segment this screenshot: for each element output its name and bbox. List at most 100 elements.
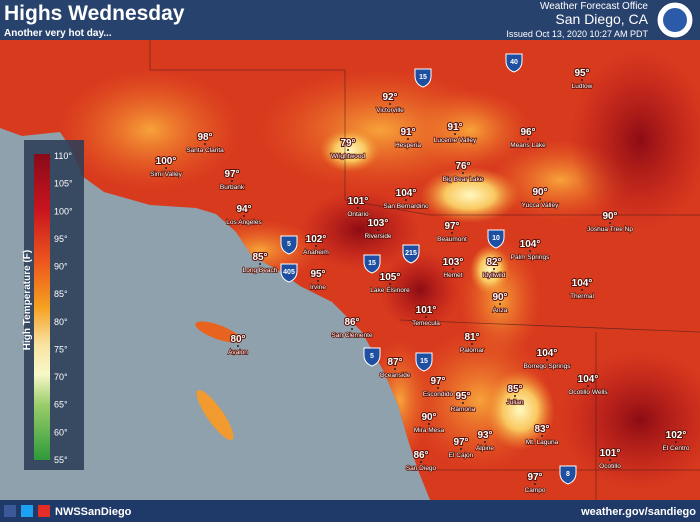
city-temperature: 98° (197, 132, 212, 143)
city-dot (462, 172, 464, 174)
city-dot (389, 103, 391, 105)
city-name: Lake Elsinore (370, 287, 410, 294)
city-name: Mira Mesa (414, 427, 445, 434)
city-dot (675, 441, 677, 443)
city-temperature: 101° (600, 448, 621, 459)
city-temperature: 104° (396, 188, 417, 199)
legend-label: 105° (54, 179, 73, 189)
city-dot (405, 199, 407, 201)
city-temperature: 87° (387, 357, 402, 368)
city-name: Idyllwild (483, 272, 506, 279)
youtube-icon[interactable] (38, 505, 50, 517)
city-dot (165, 167, 167, 169)
city-name: Escondido (423, 391, 454, 398)
city-name: Palm Springs (511, 254, 550, 261)
city-temperature: 103° (443, 257, 464, 268)
legend-box (24, 140, 84, 470)
social-handle[interactable]: NWSSanDiego (55, 506, 132, 518)
city-temperature: 85° (252, 252, 267, 263)
temperature-field (0, 40, 700, 500)
city-dot (357, 207, 359, 209)
city-name: Means Lake (510, 142, 546, 149)
city-dot (527, 138, 529, 140)
city-dot (609, 222, 611, 224)
city-temperature: 97° (453, 437, 468, 448)
highway-number: 215 (405, 250, 417, 257)
city-dot (347, 149, 349, 151)
city-temperature: 80° (230, 334, 245, 345)
city-temperature: 97° (224, 169, 239, 180)
city-temperature: 95° (574, 68, 589, 79)
city-name: El Cajon (449, 452, 474, 459)
city-temperature: 91° (447, 122, 462, 133)
city-name: Burbank (220, 184, 245, 191)
city-name: Yucca Valley (522, 202, 559, 209)
city-name: Simi Valley (150, 171, 182, 178)
city-temperature: 83° (534, 424, 549, 435)
city-name: Julian (507, 399, 524, 406)
city-name: El Centro (662, 445, 689, 452)
city-name: Ocotillo Wells (568, 389, 608, 396)
twitter-icon[interactable] (21, 505, 33, 517)
city-dot (534, 483, 536, 485)
city-dot (407, 138, 409, 140)
legend-label: 60° (54, 427, 68, 437)
highway-shield (487, 229, 505, 249)
city-temperature: 85° (507, 384, 522, 395)
office: Weather Forecast Office (540, 1, 648, 12)
city-dot (243, 215, 245, 217)
city-name: Big Bear Lake (443, 176, 484, 183)
city-temperature: 92° (382, 92, 397, 103)
city-name: Victorville (376, 107, 404, 114)
city-temperature: 91° (400, 127, 415, 138)
city-temperature: 90° (532, 187, 547, 198)
footer-bar (0, 500, 700, 522)
city-name: Riverside (364, 233, 391, 240)
highway-number: 5 (370, 353, 374, 360)
highway-number: 8 (566, 471, 570, 478)
city-temperature: 101° (348, 196, 369, 207)
city-temperature: 81° (464, 332, 479, 343)
highway-shield (415, 352, 433, 372)
city-dot (529, 250, 531, 252)
island (195, 321, 241, 343)
city-temperature: 95° (455, 391, 470, 402)
city-dot (377, 229, 379, 231)
city-temperature: 86° (413, 450, 428, 461)
legend-label: 65° (54, 400, 68, 410)
city-temperature: 103° (368, 218, 389, 229)
city-temperature: 101° (416, 305, 437, 316)
city-temperature: 90° (421, 412, 436, 423)
city-name: Los Angeles (226, 219, 262, 226)
city-name: Wrightwood (331, 153, 366, 160)
title: Highs Wednesday (4, 2, 185, 25)
city-dot (462, 402, 464, 404)
city-temperature: 104° (578, 374, 599, 385)
city-name: San Bernardino (383, 203, 429, 210)
legend-title: High Temperature (F) (22, 250, 33, 350)
city-dot (541, 435, 543, 437)
nws-logo-inner (663, 8, 687, 32)
highway-shield (414, 68, 432, 88)
highway-shield (363, 347, 381, 367)
city-name: Hesperia (395, 142, 421, 149)
city-temperature: 86° (344, 317, 359, 328)
highway-shield (363, 254, 381, 274)
city-temperature: 96° (520, 127, 535, 138)
city-name: Ontario (347, 211, 369, 218)
city-name: Mt. Laguna (526, 439, 559, 446)
city-name: Joshua Tree Np (587, 226, 633, 233)
island (196, 390, 234, 440)
website-url[interactable]: weather.gov/sandiego (580, 506, 696, 518)
facebook-icon[interactable] (4, 505, 16, 517)
city-name: Alpine (476, 445, 494, 452)
city-name: Ocotillo (599, 463, 621, 470)
city-dot (317, 280, 319, 282)
city-dot (471, 343, 473, 345)
city-dot (389, 283, 391, 285)
highway-number: 10 (492, 235, 500, 242)
city-temperature: 82° (486, 257, 501, 268)
city-temperature: 95° (310, 269, 325, 280)
legend-label: 55° (54, 455, 68, 465)
